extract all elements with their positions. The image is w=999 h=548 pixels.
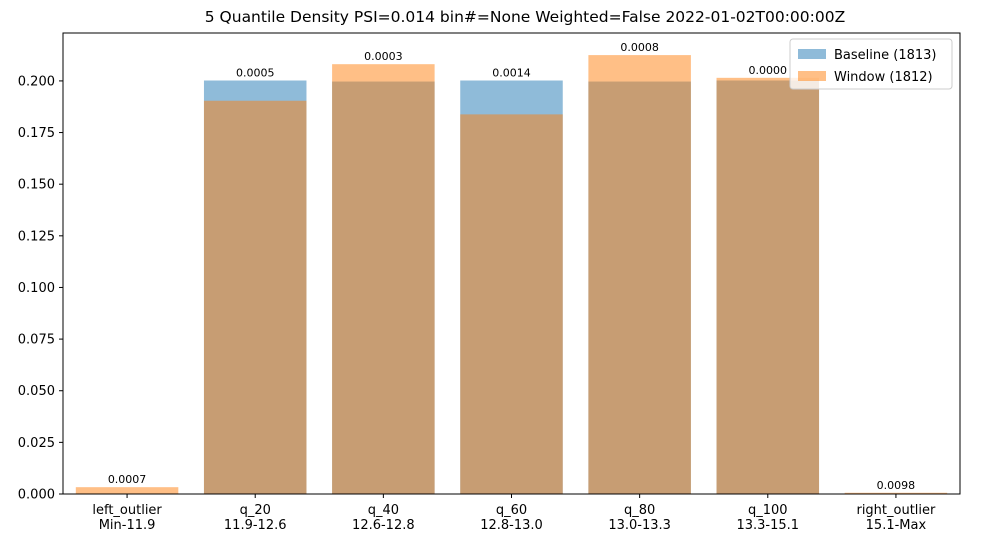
x-tick-label-bin: right_outlier xyxy=(856,503,936,518)
bar-window-q_60 xyxy=(460,114,563,494)
bar-value-label-q_20: 0.0005 xyxy=(236,67,275,80)
data-labels-layer: 0.0007 0.0005 0.0003 0.0014 0.0008 0.0000 0.00… xyxy=(108,41,915,492)
chart-title: 5 Quantile Density PSI=0.014 bin#=None W… xyxy=(205,8,845,26)
legend: Baseline (1813) Window (1812) xyxy=(789,38,953,90)
x-tick-label-bin: q_80 xyxy=(624,503,655,518)
x-tick-label-bin: q_60 xyxy=(496,503,527,518)
bar-value-label-q_80: 0.0008 xyxy=(620,41,659,54)
legend-label-window: Window (1812) xyxy=(834,70,933,85)
x-tick-label-bin: q_20 xyxy=(240,503,271,518)
legend-swatch-baseline xyxy=(798,49,826,59)
x-tick-label-range: 12.8-13.0 xyxy=(480,518,543,533)
legend-box xyxy=(789,38,953,90)
x-tick-label-range: Min-11.9 xyxy=(99,518,156,533)
x-tick-label-bin: left_outlier xyxy=(92,503,162,518)
y-tick-label: 0.075 xyxy=(18,333,55,348)
x-tick-label-bin: q_100 xyxy=(748,503,788,518)
axes-layer: 0.000 0.025 0.050 0.075 0.100 0.125 0.150 0.175… xyxy=(18,32,961,533)
y-tick-label: 0.000 xyxy=(18,488,55,503)
bar-window-q_100 xyxy=(716,77,820,494)
bar-value-label-q_40: 0.0003 xyxy=(364,50,403,63)
bar-window-q_40 xyxy=(332,64,435,494)
bar-value-label-q_60: 0.0014 xyxy=(492,67,531,80)
y-tick-label: 0.150 xyxy=(18,178,55,193)
bars-layer xyxy=(75,55,948,494)
bar-value-label-right_outlier: 0.0098 xyxy=(877,479,916,492)
x-tick-label-range: 13.3-15.1 xyxy=(736,518,799,533)
x-tick-label-range: 15.1-Max xyxy=(866,518,927,533)
x-tick-label-bin: q_40 xyxy=(368,503,399,518)
legend-label-baseline: Baseline (1813) xyxy=(834,48,936,63)
x-tick-label-range: 12.6-12.8 xyxy=(352,518,415,533)
bar-window-q_20 xyxy=(203,100,307,494)
bar-value-label-q_100: 0.0000 xyxy=(749,64,788,77)
y-tick-label: 0.100 xyxy=(18,281,55,296)
bar-value-label-left_outlier: 0.0007 xyxy=(108,473,147,486)
x-tick-label-range: 13.0-13.3 xyxy=(608,518,671,533)
y-tick-label: 0.125 xyxy=(18,229,55,244)
y-tick-label: 0.175 xyxy=(18,126,55,141)
y-tick-label: 0.025 xyxy=(18,436,55,451)
y-tick-label: 0.200 xyxy=(18,74,55,89)
legend-swatch-window xyxy=(798,71,826,81)
y-tick-label: 0.050 xyxy=(18,384,55,399)
x-tick-label-range: 11.9-12.6 xyxy=(224,518,287,533)
bar-window-right_outlier xyxy=(844,492,948,494)
bar-window-q_80 xyxy=(588,55,691,494)
bar-window-left_outlier xyxy=(75,487,179,494)
